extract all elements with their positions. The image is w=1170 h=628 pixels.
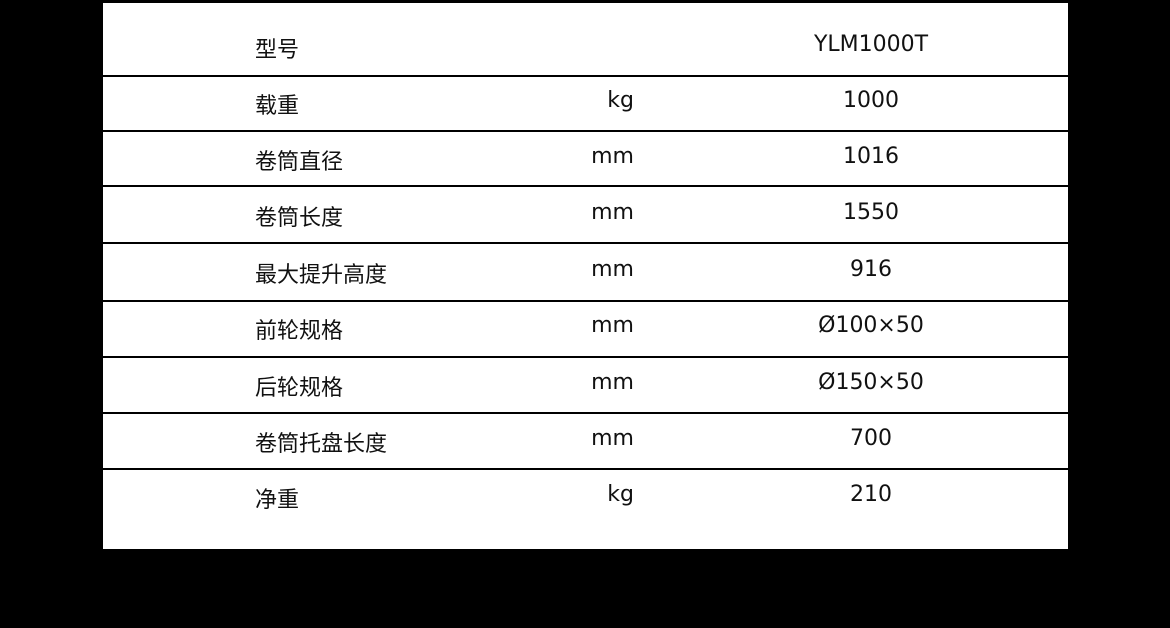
table-row: 净重 kg 210 xyxy=(103,482,1068,513)
row-divider xyxy=(68,242,1108,244)
spec-value: Ø150×50 xyxy=(818,370,924,395)
spec-unit: kg xyxy=(607,88,634,113)
table-row: 型号 YLM1000T xyxy=(103,32,1068,63)
row-divider xyxy=(68,468,1108,470)
spec-name: 型号 xyxy=(255,38,300,63)
spec-value: 1550 xyxy=(843,200,899,225)
spec-unit: mm xyxy=(591,144,634,169)
row-divider xyxy=(68,185,1108,187)
spec-unit: mm xyxy=(591,426,634,451)
spec-unit: kg xyxy=(607,482,634,507)
spec-name: 前轮规格 xyxy=(255,319,344,344)
spec-name: 卷筒长度 xyxy=(255,206,344,231)
spec-unit: mm xyxy=(591,257,634,282)
row-divider xyxy=(68,75,1108,77)
spec-value: 1000 xyxy=(843,88,899,113)
spec-unit: mm xyxy=(591,370,634,395)
row-divider xyxy=(68,130,1108,132)
spec-value: YLM1000T xyxy=(813,32,929,57)
spec-value: 210 xyxy=(850,482,892,507)
spec-unit: mm xyxy=(591,313,634,338)
spec-value: Ø100×50 xyxy=(818,313,924,338)
spec-name: 卷筒托盘长度 xyxy=(255,432,388,457)
table-row: 载重 kg 1000 xyxy=(103,88,1068,119)
spec-value: 700 xyxy=(850,426,892,451)
spec-value: 916 xyxy=(850,257,892,282)
table-row: 后轮规格 mm Ø150×50 xyxy=(103,370,1068,401)
spec-name: 卷筒直径 xyxy=(255,150,344,175)
spec-name: 后轮规格 xyxy=(255,376,344,401)
spec-name: 净重 xyxy=(255,488,300,513)
table-row: 前轮规格 mm Ø100×50 xyxy=(103,313,1068,344)
row-divider xyxy=(68,356,1108,358)
table-row: 卷筒直径 mm 1016 xyxy=(103,144,1068,175)
spec-unit: mm xyxy=(591,200,634,225)
spec-name: 载重 xyxy=(255,94,300,119)
row-divider xyxy=(68,412,1108,414)
spec-table: 型号 YLM1000T 载重 kg 1000 卷筒直径 mm 1016 卷筒长度 mm 1550 最大… xyxy=(68,3,1108,549)
table-row: 最大提升高度 mm 916 xyxy=(103,257,1068,288)
row-divider xyxy=(68,300,1108,302)
table-row: 卷筒长度 mm 1550 xyxy=(103,200,1068,231)
spec-name: 最大提升高度 xyxy=(255,263,388,288)
table-row: 卷筒托盘长度 mm 700 xyxy=(103,426,1068,457)
spec-value: 1016 xyxy=(843,144,899,169)
